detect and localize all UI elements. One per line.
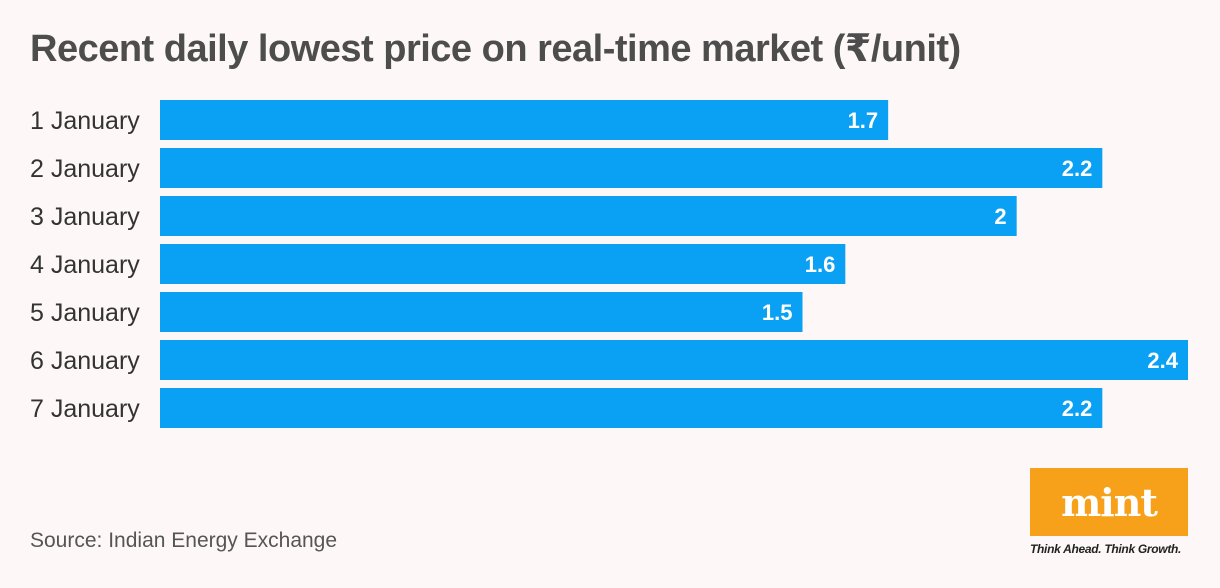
bar-value-label: 1.6	[805, 252, 836, 277]
category-label: 5 January	[30, 299, 140, 327]
category-label: 4 January	[30, 251, 140, 279]
logo-tagline: Think Ahead. Think Growth.	[1030, 542, 1182, 556]
chart-title: Recent daily lowest price on real-time m…	[30, 28, 961, 70]
bar	[160, 196, 1017, 236]
bar-value-label: 1.5	[762, 300, 793, 325]
bar-value-label: 2.4	[1147, 348, 1178, 373]
mint-wordmark: mint	[1061, 479, 1158, 525]
bar	[160, 148, 1103, 188]
category-label: 6 January	[30, 347, 140, 375]
category-label: 1 January	[30, 107, 140, 135]
bar	[160, 340, 1188, 380]
category-label: 3 January	[30, 203, 140, 231]
bar-value-label: 2.2	[1062, 156, 1093, 181]
bar	[160, 100, 889, 140]
bar-chart: 1 January 1.7 2 January 2.2 3 January 2 4 Janu…	[30, 100, 1188, 428]
category-label: 2 January	[30, 155, 140, 183]
bar-value-label: 2.2	[1062, 396, 1093, 421]
category-label: 7 January	[30, 395, 140, 423]
bar-value-label: 1.7	[848, 108, 879, 133]
source-note: Source: Indian Energy Exchange	[30, 529, 338, 552]
mint-logo: mint	[1030, 468, 1188, 536]
bar	[160, 292, 803, 332]
bar	[160, 388, 1103, 428]
bar	[160, 244, 846, 284]
bar-value-label: 2	[994, 204, 1006, 229]
